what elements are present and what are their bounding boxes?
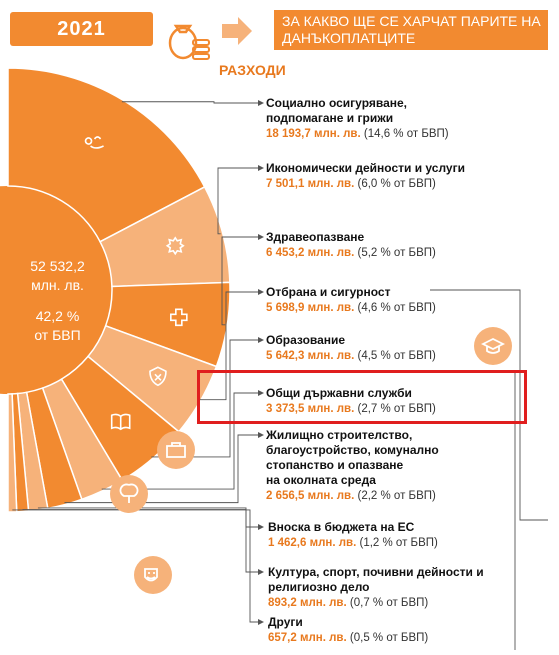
subtitle: РАЗХОДИ xyxy=(219,62,286,78)
theatre-masks-icon xyxy=(144,568,158,582)
briefcase-icon xyxy=(166,442,186,458)
pie-slice xyxy=(7,67,206,243)
category-pct: (4,6 % от БВП) xyxy=(354,302,436,314)
leader-arrow xyxy=(258,390,264,396)
leader-line xyxy=(101,392,258,490)
side-line xyxy=(430,289,548,521)
category-pct: (2,2 % от БВП) xyxy=(354,490,436,502)
money-bag-icon xyxy=(168,24,210,60)
leader-arrow xyxy=(258,432,264,438)
total-amount: 52 532,2 xyxy=(30,258,85,274)
category-amount: 18 193,7 млн. лв. (14,6 % от БВП) xyxy=(266,128,449,140)
category-name: Социално осигуряване, подпомагане и грижи xyxy=(266,96,408,125)
total-disk xyxy=(0,186,112,394)
leader-line xyxy=(217,167,258,235)
category-name: Здравеопазване xyxy=(266,230,365,244)
category-pct: (14,6 % от БВП) xyxy=(360,128,449,140)
category-name: Икономически дейности и услуги xyxy=(266,161,465,175)
category-value: 893,2 млн. лв. xyxy=(268,597,347,609)
leader-line xyxy=(198,291,258,401)
category-value: 6 453,2 млн. лв. xyxy=(266,247,355,259)
category-name: Отбрана и сигурност xyxy=(266,285,391,299)
category-value: 18 193,7 млн. лв. xyxy=(266,128,361,140)
total-pct-unit: от БВП xyxy=(34,327,81,343)
category-amount: 7 501,1 млн. лв. (6,0 % от БВП) xyxy=(266,178,436,190)
category-amount: 5 642,3 млн. лв. (4,5 % от БВП) xyxy=(266,350,436,362)
leader-line xyxy=(64,434,258,504)
highlight-box xyxy=(197,370,527,424)
category-amount: 2 656,5 млн. лв. (2,2 % от БВП) xyxy=(266,490,436,502)
total-unit: млн. лв. xyxy=(31,277,84,293)
leader-line xyxy=(12,509,258,623)
category-name: Жилищно строителство, благоустройство, ко… xyxy=(266,428,439,487)
graduation-cap-icon xyxy=(480,337,506,354)
pie-slice xyxy=(7,393,18,513)
category-amount: 657,2 млн. лв. (0,5 % от БВП) xyxy=(268,632,428,644)
hand-person-icon xyxy=(84,136,104,149)
leader-arrow xyxy=(258,234,264,240)
leader-arrow xyxy=(258,100,264,106)
category-pct: (6,0 % от БВП) xyxy=(354,178,436,190)
category-name: Вноска в бюджета на ЕС xyxy=(268,520,415,534)
category-amount: 1 462,6 млн. лв. (1,2 % от БВП) xyxy=(268,537,438,549)
category-value: 7 501,1 млн. лв. xyxy=(266,178,355,190)
year-badge: 2021 xyxy=(10,12,153,46)
total-pct: 42,2 % xyxy=(35,308,80,324)
category-amount: 3 373,5 млн. лв. (2,7 % от БВП) xyxy=(266,403,436,415)
category-pct: (1,2 % от БВП) xyxy=(356,537,438,549)
category-value: 657,2 млн. лв. xyxy=(268,632,347,644)
leader-arrow xyxy=(258,165,264,171)
book-icon xyxy=(110,413,131,431)
category-name: Образование xyxy=(266,333,346,347)
category-pct: (5,2 % от БВП) xyxy=(354,247,436,259)
category-amount: 893,2 млн. лв. (0,7 % от БВП) xyxy=(268,597,428,609)
medical-cross-icon xyxy=(170,308,188,327)
briefcase-icon-badge xyxy=(157,431,195,469)
graduation-cap-icon-badge xyxy=(474,327,512,365)
category-name: Култура, спорт, почивни дейности и религи… xyxy=(268,565,484,594)
leader-arrow xyxy=(258,619,264,625)
leader-arrow xyxy=(258,289,264,295)
category-name: Общи държавни служби xyxy=(266,386,412,400)
category-value: 2 656,5 млн. лв. xyxy=(266,490,355,502)
gear-icon xyxy=(165,236,185,256)
category-value: 5 642,3 млн. лв. xyxy=(266,350,355,362)
tree-icon xyxy=(119,483,139,503)
category-name: Други xyxy=(268,615,303,629)
shield-icon xyxy=(149,366,167,387)
category-amount: 6 453,2 млн. лв. (5,2 % от БВП) xyxy=(266,247,436,259)
category-value: 3 373,5 млн. лв. xyxy=(266,403,355,415)
leader-line xyxy=(121,101,258,104)
theatre-masks-icon-badge xyxy=(134,556,172,594)
tree-icon-badge xyxy=(110,475,148,513)
category-amount: 5 698,9 млн. лв. (4,6 % от БВП) xyxy=(266,302,436,314)
leader-arrow xyxy=(258,337,264,343)
leader-line xyxy=(221,236,258,326)
category-pct: (4,5 % от БВП) xyxy=(354,350,436,362)
category-pct: (2,7 % от БВП) xyxy=(354,403,436,415)
arrow-right-icon xyxy=(222,17,252,45)
category-value: 1 462,6 млн. лв. xyxy=(268,537,357,549)
category-value: 5 698,9 млн. лв. xyxy=(266,302,355,314)
category-pct: (0,7 % от БВП) xyxy=(346,597,429,609)
header-title: ЗА КАКВО ЩЕ СЕ ХАРЧАТ ПАРИТЕ НА ДАНЪКОПЛ… xyxy=(274,10,548,50)
leader-line xyxy=(37,507,258,528)
category-pct: (0,5 % от БВП) xyxy=(346,632,429,644)
leader-arrow xyxy=(258,524,264,530)
leader-arrow xyxy=(258,569,264,575)
